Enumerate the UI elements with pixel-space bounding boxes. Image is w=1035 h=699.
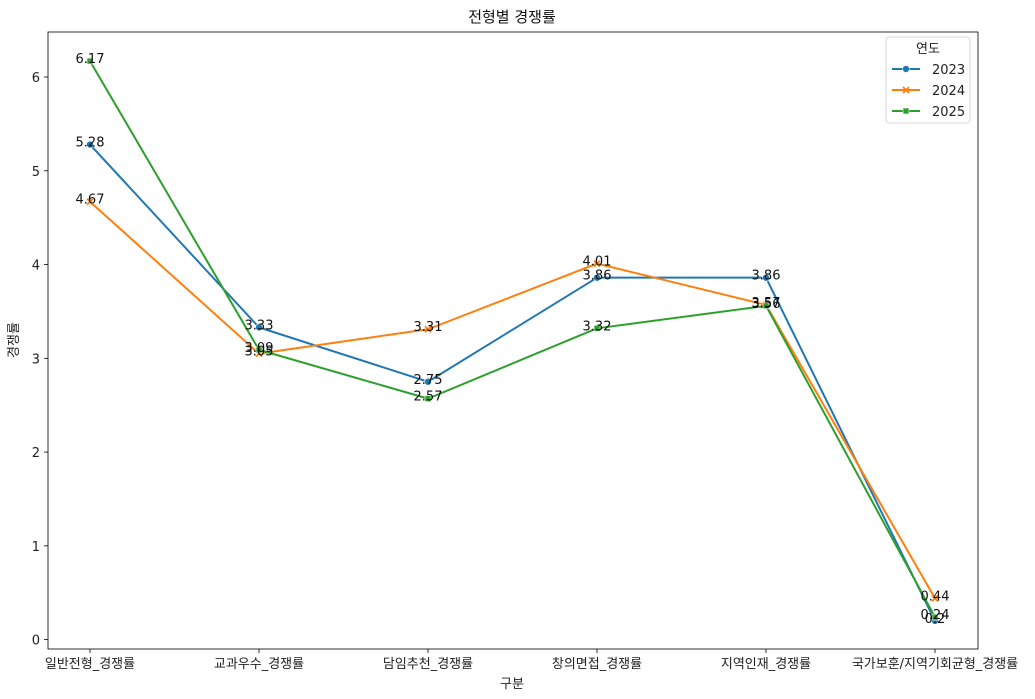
- y-axis-label: 경쟁률: [7, 322, 22, 358]
- data-label-2023: 0.2: [925, 612, 946, 627]
- data-label-2025: 2.57: [414, 390, 443, 405]
- data-label-2025: 3.56: [752, 297, 781, 312]
- data-point-2024: [424, 325, 432, 333]
- data-label-2023: 2.75: [414, 373, 443, 388]
- legend-marker-2023: [902, 65, 910, 73]
- x-tick-label: 창의면접_경쟁률: [552, 657, 642, 672]
- data-labels: 5.28 3.33 2.75 3.86 3.86 0.2 4.67 3.05 3.31 4.01 3…: [76, 52, 950, 627]
- data-point-2025: [762, 302, 770, 310]
- x-tick-label: 지역인재_경쟁률: [721, 657, 811, 672]
- y-axis: 0 1 2 3 4 5 6: [32, 71, 48, 649]
- data-label-2025: 3.32: [583, 319, 612, 334]
- series-line-2024: [89, 200, 936, 599]
- data-label-2023: 3.86: [752, 269, 781, 284]
- x-tick-label: 담임추천_경쟁률: [383, 657, 473, 672]
- data-point-2023: [424, 377, 432, 386]
- data-point-2024: [931, 594, 939, 603]
- data-point-2025: [593, 325, 601, 332]
- data-point-2024: [86, 198, 94, 206]
- data-label-2024: 0.44: [921, 589, 950, 604]
- y-tick-label: 2: [32, 446, 40, 461]
- data-point-2025: [424, 395, 432, 402]
- series-layer: [86, 57, 939, 625]
- series-line-2025: [89, 60, 936, 618]
- x-tick-label: 국가보훈/지역기회균형_경쟁률: [852, 657, 1018, 672]
- data-point-2025: [86, 57, 94, 65]
- plot-frame: [47, 31, 979, 650]
- y-tick-label: 6: [32, 71, 40, 86]
- x-axis-label: 구분: [500, 677, 524, 692]
- data-label-2023: 5.28: [76, 136, 105, 151]
- x-tick-label: 교과우수_경쟁률: [214, 657, 304, 672]
- data-point-2025: [255, 346, 263, 354]
- legend-label-2023: 2023: [932, 63, 965, 78]
- y-tick-label: 4: [32, 259, 40, 274]
- data-label-2024: 4.01: [583, 255, 612, 270]
- legend-label-2024: 2024: [932, 84, 965, 99]
- legend-label-2025: 2025: [932, 105, 965, 120]
- series-2024: [86, 198, 939, 603]
- x-axis: 일반전형_경쟁률 교과우수_경쟁률 담임추천_경쟁률 창의면접_경쟁률 지역인재_경쟁률…: [45, 649, 1018, 672]
- series-line-2023: [89, 143, 936, 622]
- data-point-2024: [593, 259, 601, 268]
- legend-marker-2024: [902, 86, 910, 94]
- data-label-2024: 3.05: [245, 345, 274, 360]
- data-label-2025: 6.17: [76, 52, 105, 67]
- chart-title: 전형별 경쟁률: [468, 8, 556, 26]
- data-label-2023: 3.33: [245, 318, 274, 333]
- data-label-2024: 3.31: [414, 320, 443, 335]
- legend: 연도 2023 2024 2025: [885, 36, 971, 124]
- data-label-2025: 0.24: [921, 608, 950, 623]
- data-point-2023: [762, 273, 770, 282]
- y-tick-label: 1: [32, 540, 40, 555]
- data-label-2025: 3.09: [245, 341, 274, 356]
- data-point-2023: [593, 273, 601, 282]
- legend-marker-2025: [902, 107, 910, 115]
- series-2023: [86, 140, 939, 625]
- series-2025: [86, 57, 939, 621]
- legend-title: 연도: [916, 42, 940, 57]
- data-point-2025: [931, 613, 939, 621]
- legend-box: [885, 36, 971, 124]
- data-point-2023: [255, 323, 263, 332]
- y-tick-label: 3: [32, 352, 40, 367]
- data-point-2023: [86, 140, 94, 149]
- y-tick-label: 5: [32, 165, 40, 180]
- data-label-2023: 3.86: [583, 269, 612, 284]
- y-tick-label: 0: [32, 634, 40, 649]
- data-label-2024: 4.67: [76, 193, 105, 208]
- x-tick-label: 일반전형_경쟁률: [45, 657, 135, 672]
- data-label-2024: 3.57: [752, 296, 781, 311]
